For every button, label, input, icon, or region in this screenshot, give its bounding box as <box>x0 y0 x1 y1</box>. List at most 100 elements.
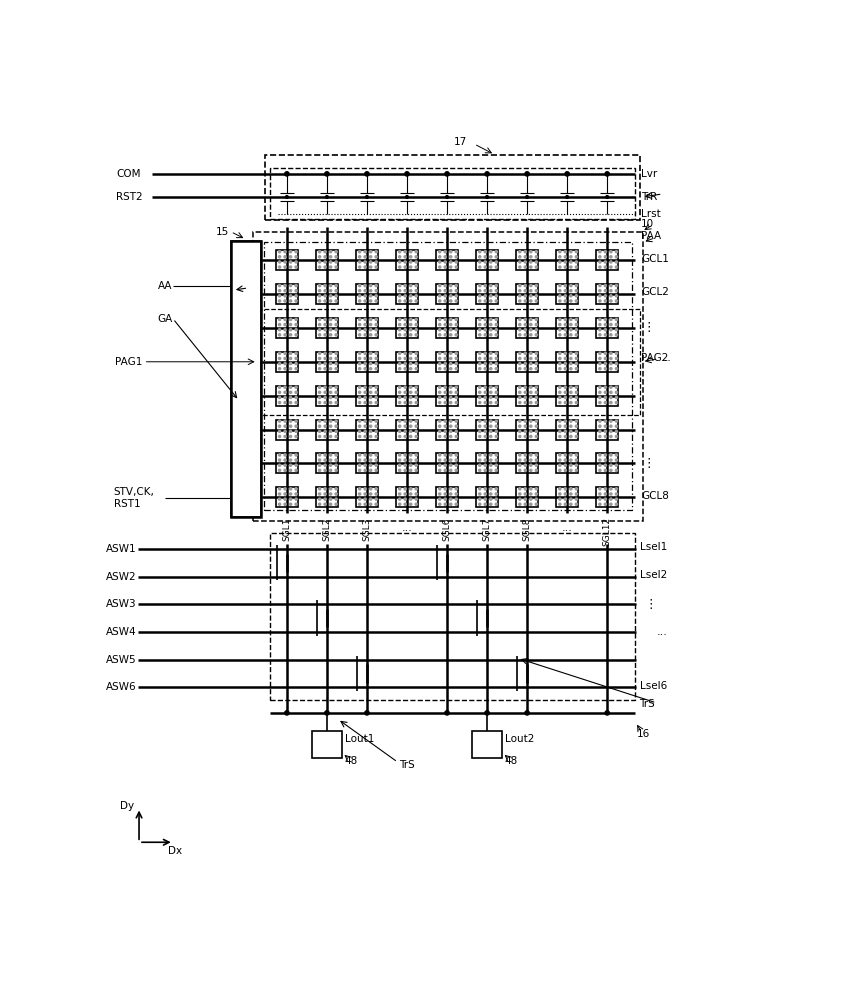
Circle shape <box>410 251 412 253</box>
Circle shape <box>575 368 578 370</box>
Circle shape <box>536 425 537 427</box>
Circle shape <box>399 357 400 360</box>
Circle shape <box>324 261 326 263</box>
Circle shape <box>399 323 400 326</box>
Circle shape <box>375 290 377 292</box>
Circle shape <box>610 256 612 258</box>
Circle shape <box>410 464 412 466</box>
Circle shape <box>559 459 561 461</box>
Circle shape <box>444 318 446 321</box>
Circle shape <box>479 362 480 365</box>
Circle shape <box>324 464 326 466</box>
Circle shape <box>605 711 610 715</box>
Circle shape <box>530 391 532 393</box>
Circle shape <box>490 251 492 253</box>
Bar <box>276 420 298 440</box>
Circle shape <box>335 368 338 370</box>
Circle shape <box>295 454 297 456</box>
Circle shape <box>559 295 561 297</box>
Circle shape <box>324 469 326 471</box>
Circle shape <box>319 391 320 393</box>
Circle shape <box>324 251 326 253</box>
Circle shape <box>278 329 281 331</box>
Circle shape <box>375 300 377 302</box>
Circle shape <box>495 435 498 438</box>
Circle shape <box>410 454 412 456</box>
Circle shape <box>559 425 561 427</box>
Circle shape <box>604 391 606 393</box>
Circle shape <box>410 357 412 360</box>
Circle shape <box>375 334 377 336</box>
Bar <box>316 250 338 270</box>
Circle shape <box>530 323 532 326</box>
Circle shape <box>518 295 521 297</box>
Circle shape <box>284 329 286 331</box>
Text: TrR: TrR <box>641 192 657 202</box>
Circle shape <box>518 284 521 287</box>
Circle shape <box>484 251 486 253</box>
Circle shape <box>358 357 361 360</box>
Circle shape <box>415 488 418 490</box>
Circle shape <box>610 435 612 438</box>
Circle shape <box>616 464 617 466</box>
Circle shape <box>284 290 286 292</box>
Circle shape <box>570 488 572 490</box>
Circle shape <box>524 391 526 393</box>
Circle shape <box>564 420 567 422</box>
Circle shape <box>495 284 498 287</box>
Circle shape <box>610 357 612 360</box>
Circle shape <box>375 261 377 263</box>
Circle shape <box>335 402 338 404</box>
Circle shape <box>284 284 286 287</box>
Bar <box>253 232 642 521</box>
Circle shape <box>559 261 561 263</box>
Text: ...: ... <box>561 523 573 533</box>
Circle shape <box>536 503 537 505</box>
Text: ASW6: ASW6 <box>106 682 137 692</box>
Circle shape <box>444 256 446 258</box>
Circle shape <box>570 493 572 495</box>
Circle shape <box>490 261 492 263</box>
Circle shape <box>490 430 492 432</box>
Circle shape <box>495 295 498 297</box>
Circle shape <box>490 318 492 321</box>
Circle shape <box>375 430 377 432</box>
Circle shape <box>530 352 532 354</box>
Circle shape <box>369 357 372 360</box>
Circle shape <box>330 284 331 287</box>
Circle shape <box>598 251 601 253</box>
Circle shape <box>278 261 281 263</box>
Circle shape <box>358 464 361 466</box>
Circle shape <box>449 300 452 302</box>
Circle shape <box>330 386 331 388</box>
Circle shape <box>295 300 297 302</box>
Circle shape <box>319 323 320 326</box>
Circle shape <box>415 420 418 422</box>
Text: SGL1: SGL1 <box>282 517 291 541</box>
Circle shape <box>375 420 377 422</box>
Circle shape <box>415 396 418 399</box>
Text: ⋮: ⋮ <box>644 598 657 611</box>
Circle shape <box>404 498 406 500</box>
Circle shape <box>564 488 567 490</box>
Circle shape <box>449 261 452 263</box>
Circle shape <box>358 295 361 297</box>
Circle shape <box>449 256 452 258</box>
Bar <box>597 284 618 304</box>
Circle shape <box>455 290 457 292</box>
Circle shape <box>278 503 281 505</box>
Circle shape <box>358 454 361 456</box>
Circle shape <box>399 420 400 422</box>
Circle shape <box>369 391 372 393</box>
Circle shape <box>530 357 532 360</box>
Bar <box>356 453 378 473</box>
Circle shape <box>364 488 366 490</box>
Circle shape <box>369 323 372 326</box>
Bar <box>276 453 298 473</box>
Circle shape <box>490 386 492 388</box>
Circle shape <box>495 290 498 292</box>
Circle shape <box>284 266 286 268</box>
Circle shape <box>358 266 361 268</box>
Circle shape <box>438 396 441 399</box>
Bar <box>517 284 538 304</box>
